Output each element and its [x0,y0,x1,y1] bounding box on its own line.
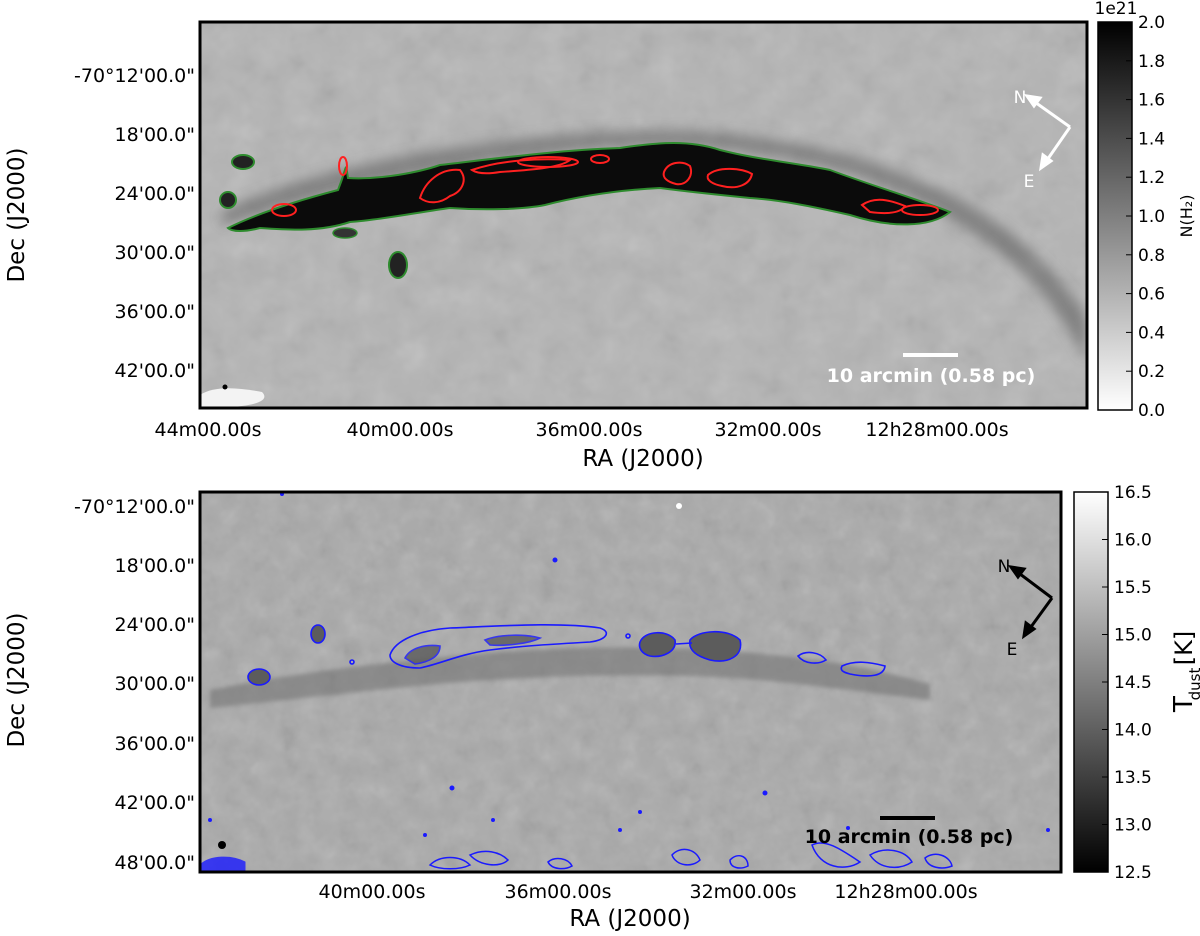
colorbar-tick-label: 16.5 [1114,483,1152,503]
clump-contour-green [231,154,255,170]
dense-core-contours-red [271,154,939,217]
top-x-ticks: 44m00.00s 40m00.00s 36m00.00s 32m00.00s … [155,419,1009,441]
filament-contour-green [226,142,952,232]
colorbar-tick-label: 1.4 [1138,129,1165,149]
bottom-panel: 10 arcmin (0.58 pc) N E -70°12'00.0" 18'… [4,483,1200,932]
colorbar-tick-label: 2.0 [1138,13,1165,33]
colorbar-tick-label: 0.2 [1138,362,1165,382]
colorbar-tick-label: 0.8 [1138,246,1165,266]
top-x-tick: 32m00.00s [715,419,822,441]
colorbar-tick-label: 13.0 [1114,816,1152,836]
bottom-y-tick: -70°12'00.0" [74,496,195,518]
bottom-x-tick: 32m00.00s [690,881,797,903]
bottom-x-tick: 12h28m00.00s [834,881,977,903]
bottom-x-tick: 40m00.00s [319,881,426,903]
top-x-tick: 40m00.00s [347,419,454,441]
top-y-tick: 24'00.0" [115,183,195,205]
colorbar-tick-label: 14.5 [1114,673,1152,693]
top-y-tick: 30'00.0" [115,242,195,264]
top-scalebar-label: 10 arcmin (0.58 pc) [827,365,1036,387]
colorbar-tick-label: 1.0 [1138,207,1165,227]
bottom-y-tick: 36'00.0" [115,733,195,755]
dust-temperature-map [200,492,1061,872]
colorbar-tick-label: 14.0 [1114,721,1152,741]
bottom-y-tick: 42'00.0" [115,792,195,814]
top-y-axis-label: Dec (J2000) [4,147,30,282]
colorbar-tick-label: 0.6 [1138,285,1165,305]
top-panel: 10 arcmin (0.58 pc) N E -70°12'00.0" 18'… [4,0,1196,472]
clump-contour-green [332,227,358,239]
top-y-tick: -70°12'00.0" [74,65,195,87]
top-compass-north: N [1014,88,1027,108]
top-x-axis-label: RA (J2000) [582,446,703,472]
colorbar-tick-label: 16.0 [1114,531,1152,551]
bottom-compass-north: N [998,557,1011,577]
top-x-tick: 44m00.00s [155,419,262,441]
bottom-colorbar-label-group: T dust [K] [1169,631,1200,713]
edge-contours-blue [200,492,1050,872]
bottom-compass-east: E [1007,640,1018,660]
bottom-colorbar-label-sub: dust [1186,668,1200,701]
bottom-scalebar-label: 10 arcmin (0.58 pc) [805,826,1014,848]
top-axes-frame [198,20,1089,410]
bottom-axes-frame [198,490,1063,874]
bottom-y-axis-label: Dec (J2000) [4,612,30,747]
clump-contour-green [219,191,237,209]
top-y-tick: 36'00.0" [115,301,195,323]
colorbar-tick-label: 15.0 [1114,626,1152,646]
bottom-colorbar-label: T [1169,696,1199,713]
bottom-y-tick: 24'00.0" [115,614,195,636]
colorbar-tick-label: 13.5 [1114,768,1152,788]
colorbar-tick-label: 1.8 [1138,52,1165,72]
bottom-y-tick: 18'00.0" [115,555,195,577]
bottom-colorbar-ticks: 12.5 13.0 13.5 14.0 14.5 15.0 15.5 16.0 16.5 [1102,483,1152,883]
top-compass-east: E [1024,172,1035,192]
colorbar-tick-label: 15.5 [1114,578,1152,598]
top-colorbar-ticks: 0.0 0.2 0.4 0.6 0.8 1.0 1.2 1.4 1.6 1.8 2.0 [1126,13,1165,421]
bottom-x-ticks: 40m00.00s 36m00.00s 32m00.00s 12h28m00.0… [319,881,978,903]
top-y-tick: 42'00.0" [115,360,195,382]
bottom-y-tick: 48'00.0" [115,852,195,874]
column-density-map [200,22,1087,408]
top-y-ticks: -70°12'00.0" 18'00.0" 24'00.0" 30'00.0" … [74,65,195,382]
top-x-tick: 12h28m00.00s [865,419,1008,441]
top-y-tick: 18'00.0" [115,124,195,146]
clump-contour-green [388,251,408,279]
colorbar-tick-label: 1.6 [1138,91,1165,111]
top-x-tick: 36m00.00s [536,419,643,441]
bottom-x-axis-label: RA (J2000) [569,906,690,932]
colorbar-tick-label: 0.4 [1138,323,1165,343]
bottom-x-tick: 36m00.00s [505,881,612,903]
top-colorbar-multiplier: 1e21 [1095,0,1138,19]
top-compass [1023,93,1072,172]
colorbar-tick-label: 12.5 [1114,863,1152,883]
bottom-colorbar-unit: [K] [1170,631,1198,665]
bottom-compass [1007,564,1054,640]
top-colorbar-label: N(H₂) [1177,195,1196,238]
bottom-y-ticks: -70°12'00.0" 18'00.0" 24'00.0" 30'00.0" … [74,496,195,874]
colorbar-tick-label: 0.0 [1138,401,1165,421]
bottom-y-tick: 30'00.0" [115,673,195,695]
cold-core-contours-blue [247,624,886,686]
colorbar-tick-label: 1.2 [1138,168,1165,188]
